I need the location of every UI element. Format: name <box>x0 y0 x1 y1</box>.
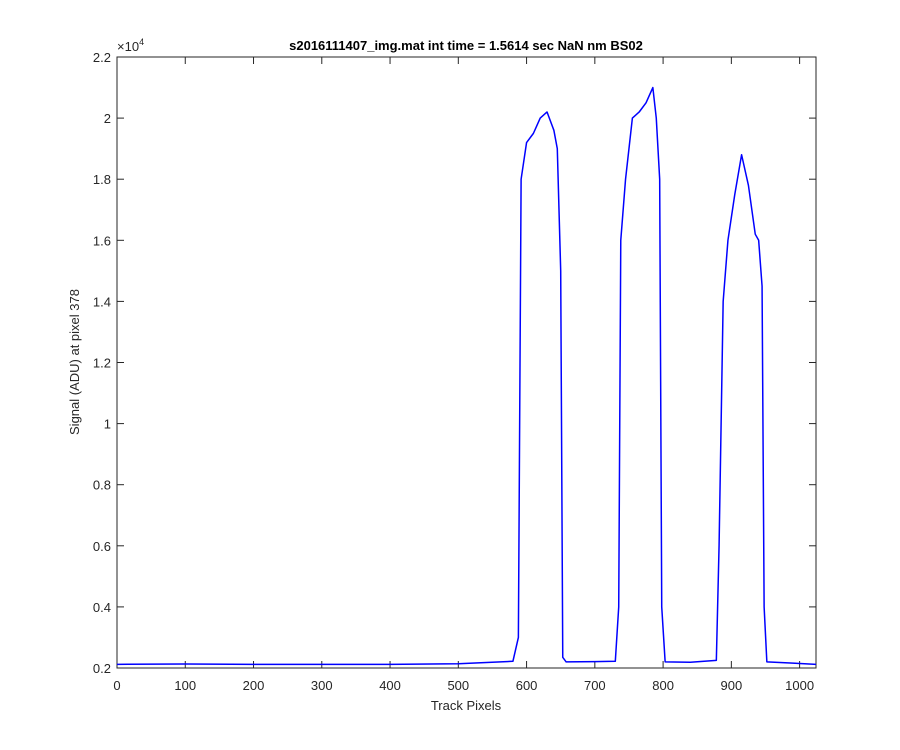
series-layer <box>116 86 817 666</box>
y-tick-label: 0.6 <box>93 539 111 554</box>
y-tick-label: 0.2 <box>93 661 111 676</box>
x-tick-label: 400 <box>379 678 401 693</box>
y-axis-multiplier-base: ×10 <box>117 39 139 54</box>
y-tick-label: 1.4 <box>93 294 111 309</box>
y-tick-label: 2.2 <box>93 50 111 65</box>
plot-area <box>116 56 817 669</box>
x-tick-label: 200 <box>243 678 265 693</box>
ticks-layer: 0 100 200 300 400 500 600 700 800 900 1000 0.2 0.4 0.… <box>93 50 816 693</box>
chart-title: s2016111407_img.mat int time = 1.5614 se… <box>289 38 643 53</box>
y-tick-label: 1.6 <box>93 233 111 248</box>
y-tick-label: 2 <box>104 111 111 126</box>
x-tick-label: 100 <box>174 678 196 693</box>
y-tick-label: 1 <box>104 417 111 432</box>
x-tick-label: 1000 <box>785 678 814 693</box>
x-tick-label: 900 <box>721 678 743 693</box>
y-tick-label: 0.4 <box>93 600 111 615</box>
x-tick-label: 800 <box>652 678 674 693</box>
y-tick-label: 1.2 <box>93 356 111 371</box>
y-axis-multiplier: ×104 <box>117 37 144 54</box>
series-line <box>116 86 817 666</box>
x-axis-label: Track Pixels <box>431 698 502 713</box>
y-axis-label: Signal (ADU) at pixel 378 <box>67 289 82 435</box>
x-tick-label: 500 <box>447 678 469 693</box>
x-tick-label: 300 <box>311 678 333 693</box>
y-tick-label: 0.8 <box>93 478 111 493</box>
y-tick-label: 1.8 <box>93 172 111 187</box>
x-tick-label: 700 <box>584 678 606 693</box>
x-tick-label: 0 <box>113 678 120 693</box>
y-axis-multiplier-exponent: 4 <box>139 37 144 47</box>
x-tick-label: 600 <box>516 678 538 693</box>
